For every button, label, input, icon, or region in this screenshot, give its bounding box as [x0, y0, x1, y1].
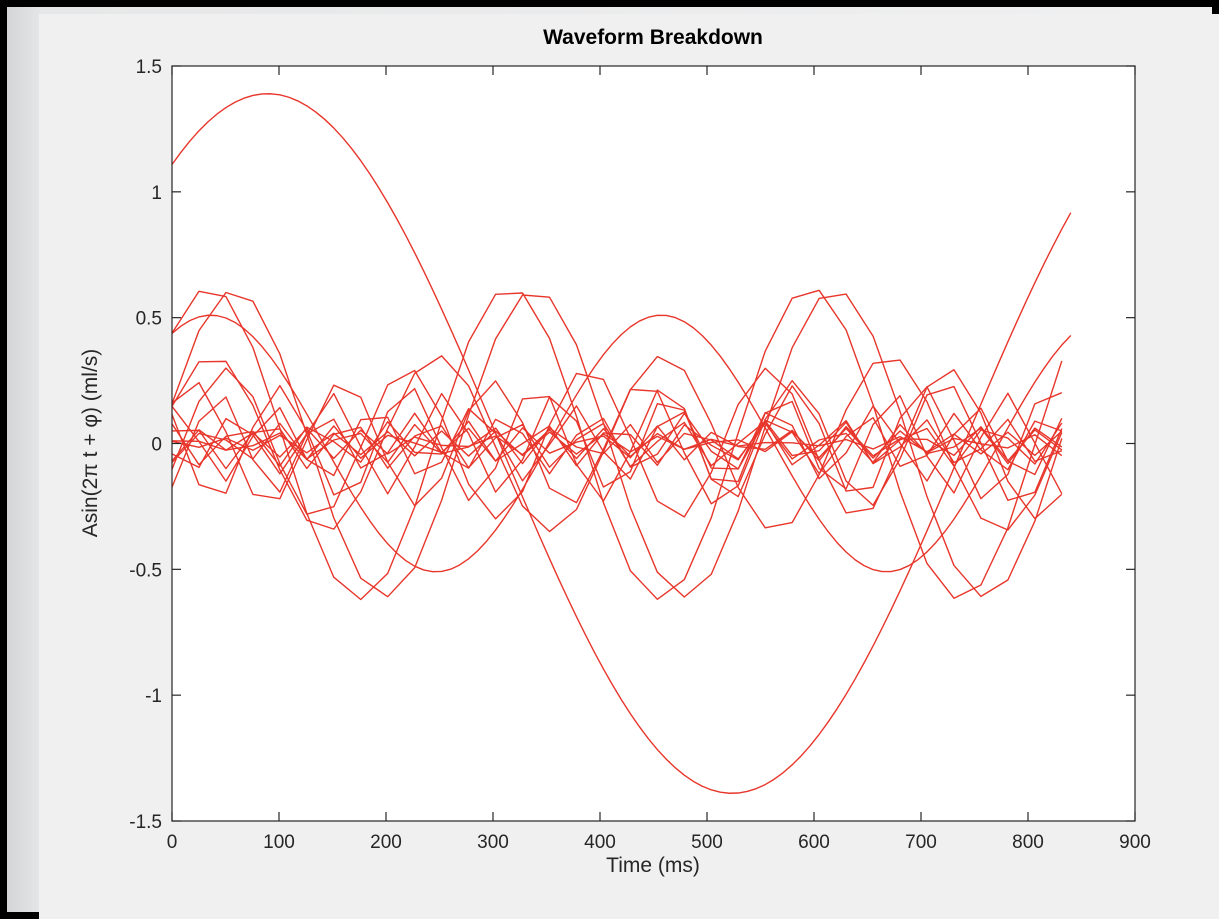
y-axis-label: Asin(2π t + φ) (ml/s) [79, 349, 102, 538]
series-line-3 [171, 289, 1063, 601]
series-layer [171, 93, 1072, 794]
plot-area [172, 66, 1135, 821]
series-line-9 [171, 392, 1063, 495]
x-tick-label: 200 [370, 832, 402, 853]
y-tick-label: 0.5 [136, 309, 162, 330]
y-tick-label: -0.5 [129, 560, 162, 581]
x-tick-label: 300 [477, 832, 509, 853]
y-tick-label: -1.5 [129, 812, 162, 833]
x-tick-label: 500 [691, 832, 723, 853]
x-tick-label: 400 [584, 832, 616, 853]
y-tick-label: 0 [151, 435, 162, 456]
y-tick-labels: -1.5 -1 -0.5 0 0.5 1 1.5 [129, 57, 162, 833]
series-line-17 [171, 430, 1063, 457]
x-tick-label: 100 [263, 832, 295, 853]
x-tick-label: 800 [1012, 832, 1044, 853]
series-line-6 [171, 367, 1063, 520]
x-tick-labels: 0 100 200 300 400 500 600 700 800 900 [167, 832, 1151, 853]
y-tick-label: 1 [151, 183, 162, 204]
x-tick-label: 700 [905, 832, 937, 853]
x-tick-label: 600 [798, 832, 830, 853]
x-tick-label: 0 [167, 832, 178, 853]
series-line-10 [171, 405, 1063, 482]
tick-layer [171, 65, 1136, 822]
x-tick-label: 900 [1119, 832, 1151, 853]
x-axis-label: Time (ms) [606, 854, 700, 877]
y-tick-label: -1 [145, 686, 162, 707]
y-tick-label: 1.5 [136, 57, 162, 78]
series-line-8 [171, 384, 1063, 502]
chart-title: Waveform Breakdown [543, 26, 763, 49]
series-line-13 [171, 420, 1063, 467]
series-line-1 [171, 93, 1072, 794]
